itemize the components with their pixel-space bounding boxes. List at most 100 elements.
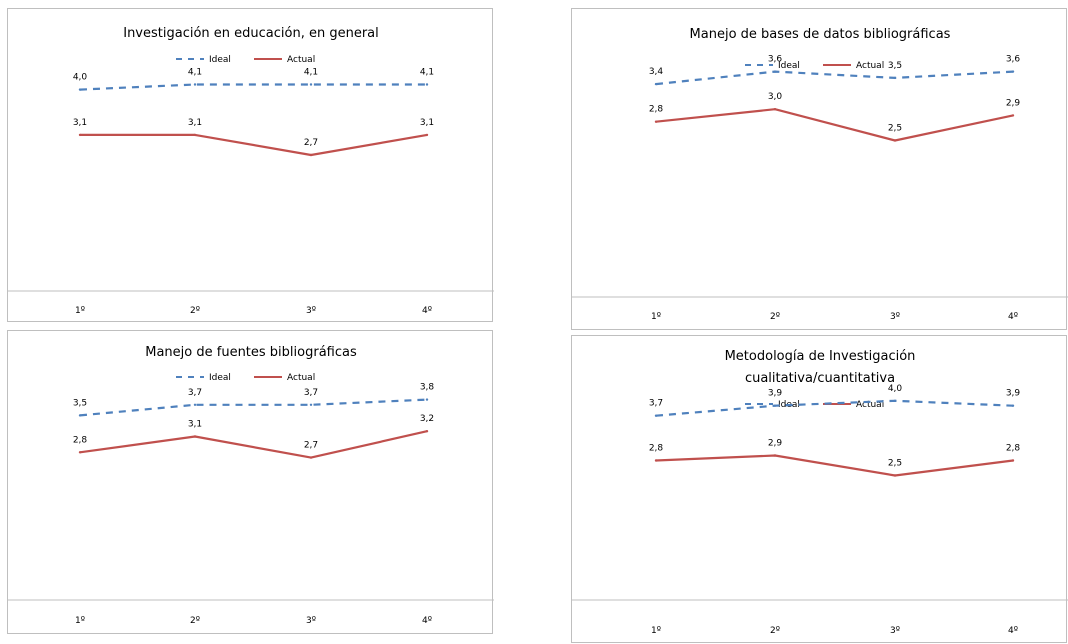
data-point-ideal xyxy=(309,83,313,86)
data-label-ideal: 3,4 xyxy=(649,67,664,77)
data-point-ideal xyxy=(78,414,82,417)
data-point-ideal xyxy=(193,83,197,86)
data-point-actual xyxy=(654,120,658,123)
series-line-ideal xyxy=(79,83,427,91)
x-tick-label: 4º xyxy=(1008,626,1018,636)
data-point-ideal xyxy=(1011,70,1015,73)
x-tick-label: 4º xyxy=(422,306,432,316)
data-point-actual xyxy=(78,133,82,137)
data-point-actual xyxy=(425,133,429,137)
x-tick-label: 3º xyxy=(890,626,900,636)
data-point-ideal xyxy=(654,414,658,417)
data-label-actual: 2,8 xyxy=(1006,444,1021,454)
data-point-actual xyxy=(309,456,313,459)
data-point-actual xyxy=(309,153,313,157)
data-label-ideal: 3,7 xyxy=(188,388,202,398)
data-label-ideal: 3,5 xyxy=(888,61,902,71)
data-point-ideal xyxy=(193,403,197,406)
data-point-actual xyxy=(893,474,897,477)
x-tick-label: 2º xyxy=(190,306,200,316)
legend-label-actual: Actual xyxy=(287,55,315,65)
chart-panel-investigacion: Investigación en educación, en general Id… xyxy=(7,8,494,322)
data-point-ideal xyxy=(78,88,82,91)
data-point-ideal xyxy=(654,82,658,86)
chart-svg: Investigación en educación, en general Id… xyxy=(8,26,494,316)
data-label-ideal: 3,9 xyxy=(768,389,783,399)
data-label-actual: 3,1 xyxy=(188,118,202,128)
data-point-actual xyxy=(773,454,777,457)
data-label-actual: 2,7 xyxy=(304,138,318,148)
data-point-actual xyxy=(78,451,82,454)
data-label-actual: 3,0 xyxy=(768,92,783,102)
chart-title: Investigación en educación, en general xyxy=(123,26,379,41)
x-tick-label: 2º xyxy=(770,626,780,636)
data-label-actual: 2,8 xyxy=(649,105,664,115)
data-point-actual xyxy=(193,435,197,438)
chart-svg: Manejo de bases de datos bibliográficas I… xyxy=(572,27,1068,322)
data-point-actual xyxy=(193,133,197,137)
x-tick-label: 1º xyxy=(75,306,85,316)
series-line-actual xyxy=(79,430,428,459)
data-point-ideal xyxy=(309,403,313,406)
data-label-actual: 2,7 xyxy=(304,441,318,451)
legend-label-ideal: Ideal xyxy=(778,61,800,71)
series-line-actual xyxy=(655,454,1014,477)
data-point-actual xyxy=(425,430,429,433)
data-label-ideal: 3,8 xyxy=(420,383,435,393)
data-label-actual: 3,1 xyxy=(188,420,202,430)
chart-title: Manejo de fuentes bibliográficas xyxy=(145,345,357,360)
data-point-actual xyxy=(893,139,897,142)
legend-label-ideal: Ideal xyxy=(209,373,231,383)
data-label-ideal: 4,0 xyxy=(888,384,903,394)
data-label-ideal: 4,0 xyxy=(73,73,88,83)
x-tick-label: 3º xyxy=(890,312,900,322)
data-label-actual: 2,8 xyxy=(73,435,88,445)
data-point-actual xyxy=(1011,459,1015,462)
data-label-ideal: 3,6 xyxy=(1006,55,1021,65)
chart-title: cualitativa/cuantitativa xyxy=(745,371,895,386)
data-label-actual: 2,8 xyxy=(649,444,664,454)
legend-label-actual: Actual xyxy=(287,373,315,383)
x-tick-label: 3º xyxy=(306,616,316,626)
data-label-actual: 2,9 xyxy=(768,439,783,449)
x-tick-label: 4º xyxy=(422,616,432,626)
chart-panel-bases-datos: Manejo de bases de datos bibliográficas I… xyxy=(571,8,1068,330)
x-tick-label: 3º xyxy=(306,306,316,316)
data-point-ideal xyxy=(773,70,777,73)
data-point-actual xyxy=(1011,114,1015,117)
chart-panel-metodologia: Metodología de Investigación cualitativa/… xyxy=(571,335,1068,643)
data-label-ideal: 4,1 xyxy=(420,68,434,78)
data-label-ideal: 3,6 xyxy=(768,55,783,65)
data-label-actual: 3,1 xyxy=(420,118,434,128)
chart-panel-fuentes: Manejo de fuentes bibliográficas Ideal Act… xyxy=(7,330,494,634)
data-point-ideal xyxy=(893,76,897,80)
chart-svg: Manejo de fuentes bibliográficas Ideal Act… xyxy=(8,345,494,626)
data-label-actual: 3,1 xyxy=(73,118,87,128)
x-tick-label: 1º xyxy=(75,616,85,626)
series-line-ideal xyxy=(79,398,428,417)
data-label-actual: 2,9 xyxy=(1006,98,1021,108)
data-point-actual xyxy=(654,459,658,462)
data-label-ideal: 4,1 xyxy=(304,68,318,78)
data-point-ideal xyxy=(773,404,777,407)
data-point-ideal xyxy=(425,83,429,86)
x-tick-label: 2º xyxy=(770,312,780,322)
legend-label-ideal: Ideal xyxy=(209,55,231,65)
series-line-actual xyxy=(655,108,1014,142)
series-line-actual xyxy=(80,133,428,157)
x-tick-label: 1º xyxy=(651,312,661,322)
data-point-ideal xyxy=(893,399,897,402)
x-tick-label: 1º xyxy=(651,626,661,636)
data-point-ideal xyxy=(1011,404,1015,407)
series-line-ideal xyxy=(655,70,1014,86)
data-point-actual xyxy=(773,108,777,111)
legend-label-actual: Actual xyxy=(856,61,884,71)
chart-svg: Metodología de Investigación cualitativa/… xyxy=(572,349,1068,636)
chart-title: Metodología de Investigación xyxy=(725,349,916,364)
data-label-actual: 2,5 xyxy=(888,124,902,134)
data-label-ideal: 3,9 xyxy=(1006,389,1021,399)
data-label-ideal: 4,1 xyxy=(188,68,202,78)
data-label-ideal: 3,7 xyxy=(649,399,663,409)
data-point-ideal xyxy=(425,398,429,401)
data-label-ideal: 3,7 xyxy=(304,388,318,398)
